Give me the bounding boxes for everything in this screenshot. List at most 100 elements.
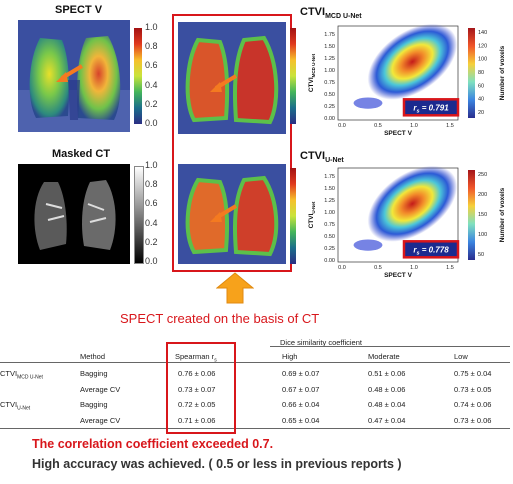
scatter-mcd-plot: 1.75 1.50 1.25 1.00 0.75 0.50 0.25 0.000.0 0.5 1.… <box>308 23 506 137</box>
colorbar-tick-label: 100 <box>478 57 487 63</box>
ct-colorbar-ticks: 1.0 0.8 0.6 0.4 0.2 0.0 <box>145 160 169 266</box>
rs-value-box <box>402 240 460 259</box>
conclusion-accuracy: High accuracy was achieved. ( 0.5 or les… <box>32 457 402 471</box>
colorbar-tick-label: 40 <box>478 97 484 103</box>
cb-tick: 0.4 <box>145 79 158 90</box>
y-tick-label: 1.75 <box>324 32 335 38</box>
density-tail <box>353 239 383 251</box>
x-tick-label: 1.5 <box>446 123 454 129</box>
ctvi-mcd-arrow-icon <box>208 74 238 101</box>
x-tick-label: 0.5 <box>374 265 382 271</box>
y-tick-label: 0.00 <box>324 116 335 122</box>
cb-tick: 0.6 <box>145 60 158 71</box>
scatter-unet-panel: 1.75 1.50 1.25 1.00 0.75 0.50 0.25 0.00 0.0 0.5 1.… <box>298 164 513 289</box>
x-tick-label: 1.5 <box>446 265 454 271</box>
colorbar-tick-label: 20 <box>478 110 484 116</box>
x-tick-label: 1.0 <box>410 123 418 129</box>
y-tick-label: 1.75 <box>324 174 335 180</box>
row-low: 0.75 ± 0.04 <box>454 369 492 378</box>
x-axis-label: SPECT V <box>384 130 412 137</box>
masked-ct-title: Masked CT <box>52 148 111 160</box>
col-spearman: Spearman rs <box>175 352 217 364</box>
colorbar-tick-label: 120 <box>478 43 487 49</box>
row-high: 0.67 ± 0.07 <box>282 385 320 394</box>
row-low: 0.73 ± 0.05 <box>454 385 492 394</box>
row-spearman: 0.73 ± 0.07 <box>178 385 216 394</box>
colorbar-label: Number of voxels <box>499 187 506 242</box>
cb-tick: 0.8 <box>145 179 158 190</box>
x-tick-label: 0.0 <box>338 265 346 271</box>
ctvi-mcd-colorbar <box>290 28 296 124</box>
conclusion-correlation: The correlation coefficient exceeded 0.7… <box>32 437 274 451</box>
masked-ct-image <box>18 164 130 264</box>
cb-tick: 0.2 <box>145 98 158 109</box>
y-tick-label: 0.25 <box>324 246 335 252</box>
colorbar-tick-label: 250 <box>478 172 487 178</box>
y-tick-label: 0.50 <box>324 92 335 98</box>
colorbar-tick-label: 100 <box>478 232 487 238</box>
cb-tick: 1.0 <box>145 22 158 32</box>
y-tick-label: 0.25 <box>324 104 335 110</box>
row-low: 0.73 ± 0.06 <box>454 416 492 425</box>
col-low: Low <box>454 352 468 361</box>
y-tick-label: 1.00 <box>324 210 335 216</box>
row-moderate: 0.48 ± 0.04 <box>368 400 406 409</box>
spect-v-image <box>18 20 130 132</box>
colorbar-tick-label: 200 <box>478 192 487 198</box>
col-method: Method <box>80 352 106 361</box>
colorbar-label: Number of voxels <box>499 45 506 100</box>
row-high: 0.66 ± 0.04 <box>282 400 320 409</box>
y-tick-label: 1.50 <box>324 186 335 192</box>
ctvi-unet-title: CTVIU-Net <box>300 150 344 165</box>
row-model-label: CTVIMCD U-Net <box>0 369 43 381</box>
density-blob <box>367 165 458 242</box>
row-low: 0.74 ± 0.06 <box>454 400 492 409</box>
ctvi-unet-image <box>178 164 286 264</box>
col-high: High <box>282 352 298 361</box>
colorbar-tick-label: 50 <box>478 252 484 258</box>
row-moderate: 0.51 ± 0.06 <box>368 369 406 378</box>
rs-value: rs = 0.778 <box>413 245 449 256</box>
x-tick-label: 1.0 <box>410 265 418 271</box>
row-spearman: 0.72 ± 0.05 <box>178 400 216 409</box>
colorbar-tick-label: 60 <box>478 83 484 89</box>
rs-value: rs = 0.791 <box>413 103 449 114</box>
spect-colorbar-ticks: 1.0 0.8 0.6 0.4 0.2 0.0 <box>145 22 169 128</box>
scatter-mcd-panel: 1.75 1.50 1.25 1.00 0.75 0.50 0.25 0.00 0.0 0.5 1.… <box>298 22 513 147</box>
y-tick-label: 1.00 <box>324 68 335 74</box>
dice-group-header: Dice similarity coefficient <box>280 338 362 347</box>
up-arrow-icon <box>215 272 255 309</box>
cb-tick: 0.0 <box>145 255 158 266</box>
row-moderate: 0.47 ± 0.04 <box>368 416 406 425</box>
y-axis-label: CTVIU-Net <box>308 201 316 228</box>
row-method: Bagging <box>80 400 108 409</box>
x-tick-label: 0.0 <box>338 123 346 129</box>
voxel-colorbar <box>468 170 475 260</box>
middle-caption: SPECT created on the basis of CT <box>120 311 320 326</box>
colorbar-tick-label: 140 <box>478 30 487 36</box>
ctvi-unet-colorbar <box>290 168 296 264</box>
bottom-rule <box>0 428 510 429</box>
row-method: Average CV <box>80 385 121 394</box>
col-moderate: Moderate <box>368 352 400 361</box>
y-tick-label: 0.00 <box>324 258 335 264</box>
row-high: 0.65 ± 0.04 <box>282 416 320 425</box>
cb-tick: 1.0 <box>145 160 158 170</box>
density-tail <box>353 97 383 109</box>
x-tick-label: 0.5 <box>374 123 382 129</box>
cb-tick: 0.0 <box>145 117 158 128</box>
row-method: Bagging <box>80 369 108 378</box>
row-method: Average CV <box>80 416 121 425</box>
row-moderate: 0.48 ± 0.06 <box>368 385 406 394</box>
x-axis-label: SPECT V <box>384 272 412 279</box>
voxel-colorbar <box>468 28 475 118</box>
row-model-label: CTVIU-Net <box>0 400 31 412</box>
colorbar-tick-label: 80 <box>478 70 484 76</box>
ct-colorbar <box>134 166 144 264</box>
y-tick-label: 1.25 <box>324 56 335 62</box>
results-table: Dice similarity coefficient Method Spear… <box>0 334 513 434</box>
generated-spect-highlight-box <box>172 14 292 272</box>
ctvi-unet-arrow-icon <box>208 204 238 231</box>
group-rule <box>270 346 510 347</box>
y-tick-label: 0.75 <box>324 222 335 228</box>
